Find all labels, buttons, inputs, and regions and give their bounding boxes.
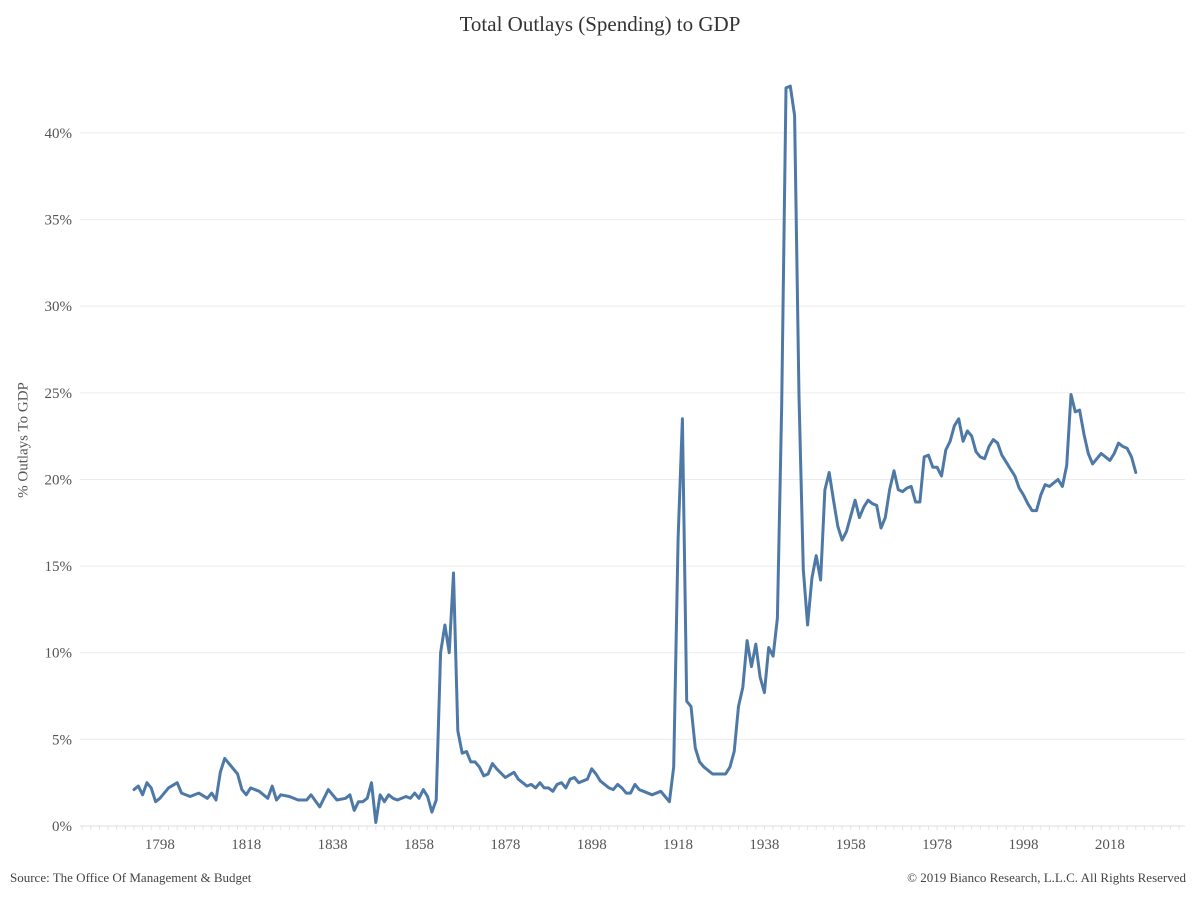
y-tick-label: 40%: [45, 126, 73, 142]
chart-title: Total Outlays (Spending) to GDP: [459, 12, 741, 36]
y-tick-label: 35%: [45, 213, 73, 229]
x-tick-label: 1898: [577, 837, 607, 853]
x-tick-label: 1918: [663, 837, 693, 853]
x-tick-label: 1978: [922, 837, 952, 853]
y-tick-label: 20%: [45, 472, 73, 488]
gridlines: [80, 132, 1185, 740]
axes: 0% 5% 10% 15% 20% 25% 30% 35% 40% 1798 1818 1838 185…: [45, 126, 1185, 853]
x-tick-label: 1958: [836, 837, 866, 853]
x-tick-label: 1838: [318, 837, 348, 853]
y-tick-label: 30%: [45, 299, 73, 315]
x-tick-label: 1878: [490, 837, 520, 853]
x-tick-label: 1798: [145, 837, 175, 853]
copyright-note: © 2019 Bianco Research, L.L.C. All Right…: [907, 870, 1186, 885]
y-tick-label: 15%: [45, 559, 73, 575]
x-tick-label: 1998: [1009, 837, 1039, 853]
source-note: Source: The Office Of Management & Budge…: [10, 870, 252, 885]
y-tick-label: 10%: [45, 646, 73, 662]
series-line-outlays-to-gdp: [132, 84, 1138, 824]
y-tick-label: 5%: [52, 732, 72, 748]
y-tick-label: 25%: [45, 386, 73, 402]
x-tick-label: 1858: [404, 837, 434, 853]
x-tick-label: 1938: [749, 837, 779, 853]
series-lines: [132, 84, 1138, 824]
x-tick-label: 1818: [231, 837, 261, 853]
y-tick-label: 0%: [52, 819, 72, 835]
x-tick-label: 2018: [1095, 837, 1125, 853]
